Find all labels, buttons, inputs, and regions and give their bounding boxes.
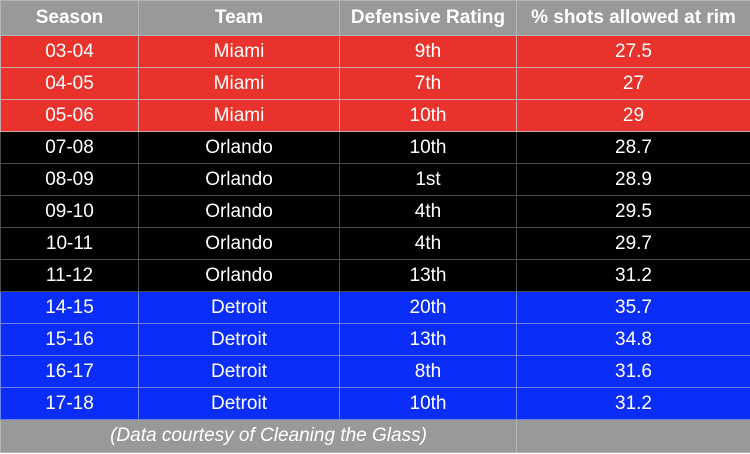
footnote-empty-cell — [516, 419, 750, 453]
rim-cell: 27 — [516, 67, 750, 100]
rating-cell: 4th — [339, 227, 517, 260]
rating-cell: 10th — [339, 131, 517, 164]
rating-cell: 1st — [339, 163, 517, 196]
rim-cell: 29 — [516, 99, 750, 132]
footnote-cell: (Data courtesy of Cleaning the Glass) — [0, 419, 517, 453]
rim-cell: 29.7 — [516, 227, 750, 260]
rating-cell: 8th — [339, 355, 517, 388]
team-cell: Miami — [138, 67, 340, 100]
team-cell: Orlando — [138, 259, 340, 292]
footnote-row: (Data courtesy of Cleaning the Glass) — [0, 419, 750, 453]
header-team: Team — [138, 0, 340, 36]
team-cell: Orlando — [138, 131, 340, 164]
team-cell: Orlando — [138, 227, 340, 260]
source-note: (Data courtesy of Cleaning the Glass) — [110, 425, 427, 446]
rim-cell: 34.8 — [516, 323, 750, 356]
header-rim-shots: % shots allowed at rim — [516, 0, 750, 36]
season-cell: 03-04 — [0, 35, 139, 68]
rim-cell: 29.5 — [516, 195, 750, 228]
rim-cell: 31.2 — [516, 387, 750, 420]
team-cell: Detroit — [138, 355, 340, 388]
season-cell: 15-16 — [0, 323, 139, 356]
rating-cell: 9th — [339, 35, 517, 68]
rim-cell: 27.5 — [516, 35, 750, 68]
rating-cell: 13th — [339, 259, 517, 292]
rating-cell: 13th — [339, 323, 517, 356]
table-row: 03-04 Miami 9th 27.5 — [0, 35, 750, 68]
table-row: 15-16 Detroit 13th 34.8 — [0, 323, 750, 356]
season-cell: 14-15 — [0, 291, 139, 324]
header-defensive-rating: Defensive Rating — [339, 0, 517, 36]
season-cell: 11-12 — [0, 259, 139, 292]
season-cell: 05-06 — [0, 99, 139, 132]
team-cell: Detroit — [138, 291, 340, 324]
rim-cell: 35.7 — [516, 291, 750, 324]
table-row: 10-11 Orlando 4th 29.7 — [0, 227, 750, 260]
rim-cell: 31.6 — [516, 355, 750, 388]
season-cell: 07-08 — [0, 131, 139, 164]
table-row: 04-05 Miami 7th 27 — [0, 67, 750, 100]
table-row: 08-09 Orlando 1st 28.9 — [0, 163, 750, 196]
season-cell: 04-05 — [0, 67, 139, 100]
season-cell: 16-17 — [0, 355, 139, 388]
table-row: 16-17 Detroit 8th 31.6 — [0, 355, 750, 388]
season-cell: 08-09 — [0, 163, 139, 196]
season-cell: 17-18 — [0, 387, 139, 420]
rating-cell: 10th — [339, 387, 517, 420]
team-cell: Miami — [138, 35, 340, 68]
rim-cell: 31.2 — [516, 259, 750, 292]
rating-cell: 4th — [339, 195, 517, 228]
table-row: 14-15 Detroit 20th 35.7 — [0, 291, 750, 324]
header-season: Season — [0, 0, 139, 36]
team-cell: Orlando — [138, 195, 340, 228]
table-row: 07-08 Orlando 10th 28.7 — [0, 131, 750, 164]
rating-cell: 20th — [339, 291, 517, 324]
table-row: 05-06 Miami 10th 29 — [0, 99, 750, 132]
table-row: 11-12 Orlando 13th 31.2 — [0, 259, 750, 292]
rim-cell: 28.7 — [516, 131, 750, 164]
season-cell: 09-10 — [0, 195, 139, 228]
team-cell: Orlando — [138, 163, 340, 196]
team-cell: Detroit — [138, 387, 340, 420]
season-cell: 10-11 — [0, 227, 139, 260]
table-row: 17-18 Detroit 10th 31.2 — [0, 387, 750, 420]
rating-cell: 10th — [339, 99, 517, 132]
table-row: 09-10 Orlando 4th 29.5 — [0, 195, 750, 228]
rim-cell: 28.9 — [516, 163, 750, 196]
rating-cell: 7th — [339, 67, 517, 100]
header-row: Season Team Defensive Rating % shots all… — [0, 0, 750, 36]
team-cell: Miami — [138, 99, 340, 132]
team-cell: Detroit — [138, 323, 340, 356]
